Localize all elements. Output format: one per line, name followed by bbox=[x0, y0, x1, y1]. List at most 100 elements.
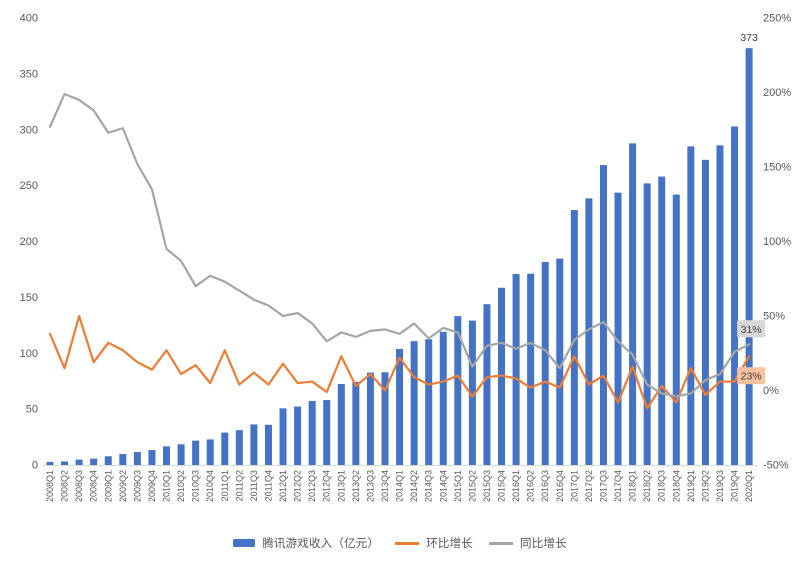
x-axis-label-2012Q2: 2012Q2 bbox=[293, 470, 303, 502]
x-axis-label-2013Q1: 2013Q1 bbox=[336, 470, 346, 502]
bar-2010Q4[interactable] bbox=[206, 439, 214, 465]
bar-2018Q3[interactable] bbox=[658, 176, 666, 465]
bar-2014Q4[interactable] bbox=[439, 331, 447, 465]
bar-2012Q3[interactable] bbox=[308, 400, 316, 465]
x-axis-label-2019Q3: 2019Q3 bbox=[715, 470, 725, 502]
bar-2018Q1[interactable] bbox=[629, 143, 637, 465]
bar-2014Q3[interactable] bbox=[425, 339, 433, 465]
bar-2008Q3[interactable] bbox=[75, 459, 83, 465]
bar-2020Q1[interactable] bbox=[745, 48, 753, 466]
right-axis-tick: 150% bbox=[763, 162, 791, 174]
bar-2009Q3[interactable] bbox=[133, 452, 141, 465]
legend-label-yoy-growth: 同比增长 bbox=[520, 538, 567, 550]
right-axis-tick: -50% bbox=[763, 460, 789, 472]
yoy-line-swatch-icon bbox=[489, 541, 513, 545]
bar-2016Q3[interactable] bbox=[541, 261, 549, 465]
bar-2016Q1[interactable] bbox=[512, 274, 520, 465]
bar-2011Q2[interactable] bbox=[235, 430, 243, 465]
bar-2008Q2[interactable] bbox=[61, 461, 69, 465]
bar-2014Q1[interactable] bbox=[396, 348, 404, 465]
right-axis-tick: 200% bbox=[763, 87, 791, 99]
bar-2012Q4[interactable] bbox=[323, 400, 331, 465]
x-axis-label-2014Q1: 2014Q1 bbox=[395, 470, 405, 502]
legend-item-yoy-growth[interactable]: 同比增长 bbox=[489, 535, 567, 551]
x-axis-label-2015Q3: 2015Q3 bbox=[482, 470, 492, 502]
bar-2008Q1[interactable] bbox=[46, 461, 54, 465]
x-axis-label-2008Q2: 2008Q2 bbox=[60, 470, 70, 502]
bar-2010Q1[interactable] bbox=[163, 446, 171, 465]
qoq-callout-box bbox=[737, 367, 766, 385]
x-axis-label-2018Q3: 2018Q3 bbox=[657, 470, 667, 502]
x-axis-label-2012Q3: 2012Q3 bbox=[307, 470, 317, 502]
x-axis-label-2009Q3: 2009Q3 bbox=[132, 470, 142, 502]
left-axis-tick: 0 bbox=[32, 460, 38, 472]
x-axis-label-2011Q3: 2011Q3 bbox=[249, 470, 259, 501]
legend-label-qoq-growth: 环比增长 bbox=[426, 538, 473, 550]
x-axis-label-2015Q1: 2015Q1 bbox=[453, 470, 463, 502]
bar-2010Q2[interactable] bbox=[177, 444, 185, 465]
revenue-bars bbox=[46, 48, 753, 466]
bar-2009Q2[interactable] bbox=[119, 454, 127, 465]
x-axis-label-2019Q4: 2019Q4 bbox=[730, 470, 740, 502]
bar-2009Q4[interactable] bbox=[148, 450, 156, 465]
qoq-growth-line bbox=[48, 314, 751, 410]
qoq-callout: 23% bbox=[737, 367, 766, 385]
bar-2014Q2[interactable] bbox=[410, 341, 418, 465]
bar-2011Q4[interactable] bbox=[264, 424, 272, 465]
bar-2015Q3[interactable] bbox=[483, 304, 491, 465]
x-axis-label-2010Q3: 2010Q3 bbox=[191, 470, 201, 502]
left-axis-tick: 250 bbox=[20, 180, 38, 192]
x-axis-label-2017Q4: 2017Q4 bbox=[613, 470, 623, 502]
x-axis-labels: 2008Q1 2008Q2 2008Q3 2008Q4 2009Q1 2009Q2 2009… bbox=[45, 470, 754, 502]
bar-2017Q3[interactable] bbox=[599, 165, 607, 465]
bar-2012Q2[interactable] bbox=[294, 406, 302, 465]
x-axis-label-2012Q1: 2012Q1 bbox=[278, 470, 288, 502]
bar-2019Q3[interactable] bbox=[716, 145, 724, 465]
legend-item-revenue[interactable]: 腾讯游戏收入（亿元） bbox=[233, 535, 379, 551]
yoy-callout-text: 31% bbox=[741, 324, 762, 336]
x-axis-label-2009Q4: 2009Q4 bbox=[147, 470, 157, 502]
x-axis-label-2016Q2: 2016Q2 bbox=[526, 470, 536, 502]
left-axis-labels: 400 350 300 250 200 150 100 50 0 bbox=[20, 13, 38, 472]
bar-2018Q2[interactable] bbox=[643, 183, 651, 465]
bar-2016Q4[interactable] bbox=[556, 258, 564, 465]
yoy-growth-line[interactable] bbox=[48, 92, 751, 398]
x-axis-label-2010Q2: 2010Q2 bbox=[176, 470, 186, 502]
qoq-growth-line[interactable] bbox=[48, 314, 751, 410]
bar-2013Q3[interactable] bbox=[366, 372, 374, 465]
bar-2008Q4[interactable] bbox=[90, 458, 98, 465]
right-axis-tick: 250% bbox=[763, 13, 791, 25]
bar-2013Q1[interactable] bbox=[337, 383, 345, 465]
bar-2017Q4[interactable] bbox=[614, 192, 622, 466]
right-axis-tick: 0% bbox=[763, 385, 779, 397]
bar-2018Q4[interactable] bbox=[672, 194, 680, 465]
bar-2013Q4[interactable] bbox=[381, 372, 389, 465]
x-axis-label-2014Q2: 2014Q2 bbox=[409, 470, 419, 502]
legend-item-qoq-growth[interactable]: 环比增长 bbox=[395, 535, 473, 551]
bar-2017Q1[interactable] bbox=[570, 210, 578, 465]
right-axis-tick: 50% bbox=[763, 311, 785, 323]
x-axis-label-2016Q3: 2016Q3 bbox=[540, 470, 550, 502]
bar-2010Q3[interactable] bbox=[192, 440, 200, 465]
bar-2011Q3[interactable] bbox=[250, 424, 258, 465]
bar-2017Q2[interactable] bbox=[585, 198, 593, 466]
bar-2011Q1[interactable] bbox=[221, 432, 229, 465]
bar-2013Q2[interactable] bbox=[352, 381, 360, 465]
bar-2016Q2[interactable] bbox=[527, 273, 535, 465]
x-axis-label-2016Q1: 2016Q1 bbox=[511, 470, 521, 502]
x-axis-label-2013Q3: 2013Q3 bbox=[365, 470, 375, 502]
bar-2019Q2[interactable] bbox=[701, 159, 709, 465]
x-axis-label-2019Q2: 2019Q2 bbox=[700, 470, 710, 502]
x-axis-label-2017Q3: 2017Q3 bbox=[598, 470, 608, 502]
x-axis-label-2018Q1: 2018Q1 bbox=[628, 470, 638, 502]
left-axis-tick: 100 bbox=[20, 348, 38, 360]
bar-2009Q1[interactable] bbox=[104, 456, 112, 465]
bar-2015Q1[interactable] bbox=[454, 316, 462, 465]
x-axis-label-2019Q1: 2019Q1 bbox=[686, 470, 696, 502]
bar-2019Q1[interactable] bbox=[687, 146, 695, 465]
bar-2015Q2[interactable] bbox=[468, 320, 476, 465]
bar-2019Q4[interactable] bbox=[731, 126, 739, 465]
bar-2012Q1[interactable] bbox=[279, 408, 287, 465]
